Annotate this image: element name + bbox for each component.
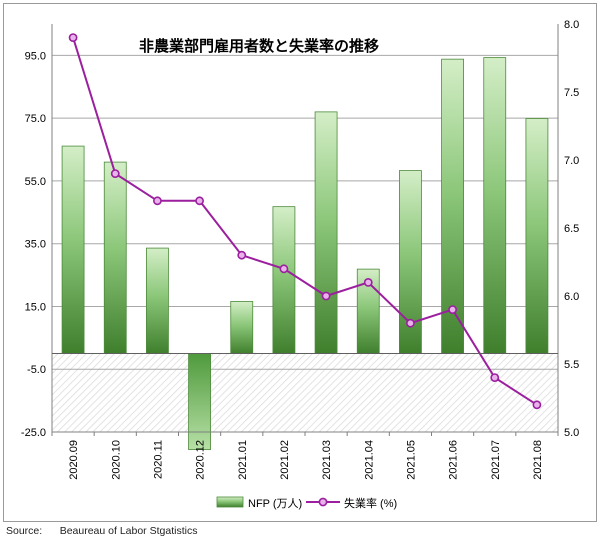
- bar-2021.03: [314, 111, 338, 354]
- unemployment-line: [72, 37, 538, 406]
- legend-label-nfp: NFP (万人): [248, 497, 302, 510]
- source-note: Source: Beaureau of Labor Stgatistics: [6, 525, 198, 537]
- line-series: [68, 33, 542, 410]
- plot-background: [52, 24, 558, 432]
- bar-2020.10: [103, 161, 127, 354]
- bar-2021.07: [483, 57, 507, 354]
- plot-area-lower-hatched: [52, 353, 558, 432]
- right-axis-tick-labels: 8.0 7.5 7.0 6.5 6.0 5.5 5.0: [564, 19, 579, 439]
- legend-swatch-nfp: [216, 496, 244, 508]
- left-tick-label: -25.0: [21, 427, 46, 439]
- right-tick-label: 7.5: [564, 87, 579, 99]
- left-tick-label: 15.0: [25, 301, 46, 313]
- legend: NFP (万人) 失業率 (%): [216, 496, 397, 510]
- chart-svg: 95.0 75.0 55.0 35.0 15.0 -5.0 -25.0 8.0 7.5 7.0 6…: [21, 19, 579, 510]
- left-tick-label: -5.0: [27, 364, 46, 376]
- left-axis-tick-labels: 95.0 75.0 55.0 35.0 15.0 -5.0 -25.0: [21, 50, 46, 439]
- bar-2020.09: [61, 145, 85, 354]
- x-tick-label: 2021.08: [532, 440, 544, 480]
- chart-title: 非農業部門雇用者数と失業率の推移: [139, 37, 379, 55]
- plot-area-upper: [52, 24, 558, 354]
- x-tick-label: 2020.10: [110, 440, 122, 480]
- x-tick-label: 2021.05: [405, 440, 417, 480]
- x-tick-label: 2021.06: [448, 440, 460, 480]
- legend-label-unemployment: 失業率 (%): [344, 496, 397, 510]
- axes: [51, 24, 559, 436]
- line-point-2020.09: [68, 33, 78, 42]
- right-tick-label: 5.5: [564, 359, 579, 371]
- right-tick-label: 8.0: [564, 19, 579, 31]
- left-tick-label: 55.0: [25, 176, 46, 188]
- x-tick-label: 2020.12: [195, 440, 207, 480]
- x-tick-label: 2021.07: [490, 440, 502, 480]
- bar-2020.12: [188, 353, 211, 450]
- bar-2021.02: [272, 206, 296, 354]
- line-point-2020.11: [153, 196, 162, 206]
- line-point-2021.06: [448, 305, 457, 314]
- line-point-2021.04: [363, 277, 373, 287]
- line-point-2021.01: [237, 250, 247, 260]
- line-point-2021.07: [490, 373, 500, 382]
- line-point-2021.03: [321, 291, 331, 301]
- line-point-2021.08: [532, 400, 542, 410]
- left-tick-label: 75.0: [25, 113, 46, 125]
- legend-swatch-marker: [318, 497, 328, 507]
- x-axis-tick-labels: 2020.09 2020.10 2020.11 2020.12 2021.01 2021.…: [68, 440, 544, 480]
- x-tick-label: 2021.03: [321, 440, 333, 480]
- x-tick-label: 2021.04: [363, 440, 375, 480]
- x-tick-label: 2020.11: [152, 440, 164, 479]
- chart-frame: 95.0 75.0 55.0 35.0 15.0 -5.0 -25.0 8.0 7.5 7.0 6…: [3, 3, 597, 522]
- line-point-2020.12: [195, 196, 204, 206]
- bar-2021.08: [525, 118, 549, 354]
- bar-2020.11: [146, 247, 169, 354]
- line-point-2021.02: [279, 264, 289, 274]
- right-tick-label: 6.0: [564, 291, 579, 303]
- line-point-2021.05: [406, 318, 415, 328]
- line-point-2020.10: [110, 169, 120, 178]
- left-tick-label: 95.0: [25, 50, 46, 62]
- x-tick-label: 2021.02: [279, 440, 291, 480]
- left-tick-label: 35.0: [25, 239, 46, 251]
- x-tick-label: 2020.09: [68, 440, 80, 480]
- x-tick-label: 2021.01: [237, 440, 249, 480]
- bar-2021.01: [230, 301, 254, 354]
- right-tick-label: 6.5: [564, 223, 579, 235]
- right-tick-label: 5.0: [564, 427, 579, 439]
- right-tick-label: 7.0: [564, 155, 579, 167]
